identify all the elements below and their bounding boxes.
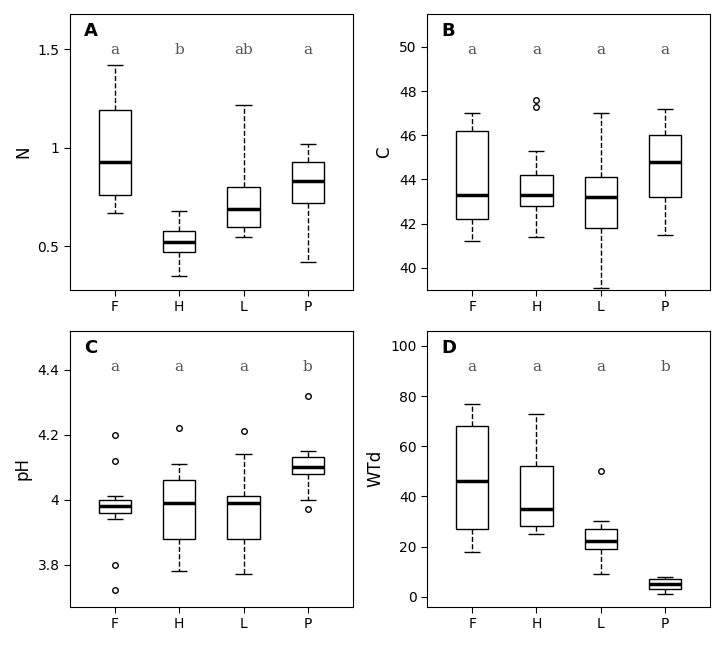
- PathPatch shape: [227, 497, 260, 539]
- PathPatch shape: [292, 162, 324, 203]
- Y-axis label: C: C: [376, 146, 394, 157]
- Text: b: b: [303, 360, 313, 373]
- Y-axis label: WTd: WTd: [367, 450, 384, 488]
- Text: a: a: [174, 360, 184, 373]
- PathPatch shape: [163, 480, 195, 539]
- Text: B: B: [441, 22, 455, 40]
- Text: a: a: [532, 360, 541, 373]
- Text: ab: ab: [234, 43, 253, 57]
- PathPatch shape: [585, 177, 617, 228]
- Text: a: a: [597, 360, 605, 373]
- Y-axis label: N: N: [14, 146, 32, 158]
- Text: a: a: [110, 360, 119, 373]
- PathPatch shape: [521, 175, 552, 206]
- PathPatch shape: [649, 135, 681, 197]
- Text: a: a: [532, 43, 541, 57]
- Text: a: a: [468, 43, 476, 57]
- PathPatch shape: [227, 187, 260, 226]
- Text: A: A: [84, 22, 98, 40]
- PathPatch shape: [456, 426, 488, 529]
- PathPatch shape: [649, 579, 681, 589]
- PathPatch shape: [585, 529, 617, 549]
- Text: b: b: [660, 360, 670, 373]
- PathPatch shape: [292, 457, 324, 473]
- PathPatch shape: [163, 231, 195, 252]
- Y-axis label: pH: pH: [14, 457, 32, 481]
- Text: D: D: [441, 339, 456, 357]
- Text: C: C: [84, 339, 97, 357]
- Text: a: a: [597, 43, 605, 57]
- PathPatch shape: [456, 131, 488, 219]
- Text: a: a: [303, 43, 312, 57]
- Text: a: a: [239, 360, 248, 373]
- PathPatch shape: [98, 500, 131, 513]
- Text: a: a: [660, 43, 670, 57]
- PathPatch shape: [521, 466, 552, 526]
- Text: a: a: [468, 360, 476, 373]
- Text: b: b: [174, 43, 184, 57]
- Text: a: a: [110, 43, 119, 57]
- PathPatch shape: [98, 110, 131, 195]
